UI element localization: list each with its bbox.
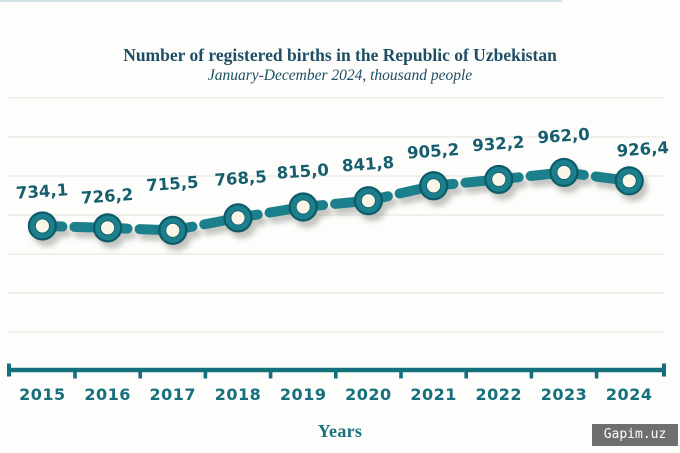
data-point-2017	[158, 215, 188, 245]
axis-tick	[268, 368, 273, 379]
year-tick-label: 2015	[19, 385, 66, 404]
value-label: 932,2	[472, 133, 525, 156]
axis-end-cap	[7, 363, 11, 377]
year-tick-label: 2020	[345, 385, 392, 404]
value-label: 926,4	[616, 138, 669, 161]
data-point-2023	[549, 157, 579, 188]
data-point-2024	[614, 166, 644, 196]
marker-center	[621, 173, 637, 189]
value-label: 768,5	[214, 167, 267, 190]
data-point-2018	[223, 203, 253, 233]
watermark-badge: Gapim.uz	[592, 424, 678, 446]
year-tick-label: 2016	[84, 385, 131, 404]
value-label: 715,5	[146, 173, 199, 196]
value-label: 726,2	[81, 185, 134, 208]
year-tick-label: 2019	[280, 385, 327, 404]
marker-center	[295, 199, 311, 215]
data-point-2021	[419, 171, 449, 201]
marker-center	[556, 165, 572, 180]
year-tick-label: 2024	[606, 385, 653, 404]
data-point-2019	[288, 192, 318, 222]
axis-tick	[464, 368, 468, 379]
value-label: 734,1	[15, 180, 68, 203]
value-label: 962,0	[537, 125, 590, 148]
value-label: 841,8	[341, 153, 394, 176]
year-tick-label: 2021	[410, 385, 457, 404]
marker-center	[360, 193, 376, 209]
axis-tick	[334, 368, 338, 379]
year-tick-label: 2018	[215, 385, 262, 404]
gridlines	[8, 97, 664, 333]
year-tick-label: 2022	[476, 385, 523, 404]
data-point-2022	[484, 164, 514, 195]
series-registered-births	[27, 157, 644, 245]
data-point-2015	[27, 211, 58, 241]
marker-center	[230, 210, 246, 226]
axis-tick	[594, 368, 599, 379]
axis-tick	[203, 368, 208, 379]
x-axis-title: Years	[317, 421, 363, 441]
axis-tick	[73, 368, 77, 379]
value-label: 905,2	[407, 140, 460, 163]
value-label: 815,0	[276, 160, 329, 183]
data-point-2016	[92, 213, 123, 243]
top-border-line	[0, 0, 562, 2]
data-point-2020	[353, 186, 383, 216]
chart-header: Number of registered births in the Repub…	[0, 44, 680, 86]
marker-center	[426, 178, 442, 194]
value-labels: 734,1 726,2 715,5 768,5 815,0 841,8 905,2 932,2…	[15, 125, 669, 208]
year-tick-label: 2023	[541, 385, 588, 404]
axis-tick	[529, 368, 534, 379]
axis-end-cap	[662, 363, 666, 377]
marker-center	[35, 218, 50, 234]
marker-center	[491, 172, 507, 187]
x-axis: 2015 2016 2017 2018 2019 2020 2021 2022 2023 2024	[7, 363, 666, 404]
chart-subtitle: January-December 2024, thousand people	[207, 67, 473, 84]
chart-title: Number of registered births in the Repub…	[123, 45, 557, 65]
axis-tick	[138, 368, 142, 379]
axis-tick	[399, 368, 403, 379]
marker-center	[165, 222, 181, 238]
marker-center	[100, 220, 115, 236]
year-tick-label: 2017	[150, 385, 197, 404]
